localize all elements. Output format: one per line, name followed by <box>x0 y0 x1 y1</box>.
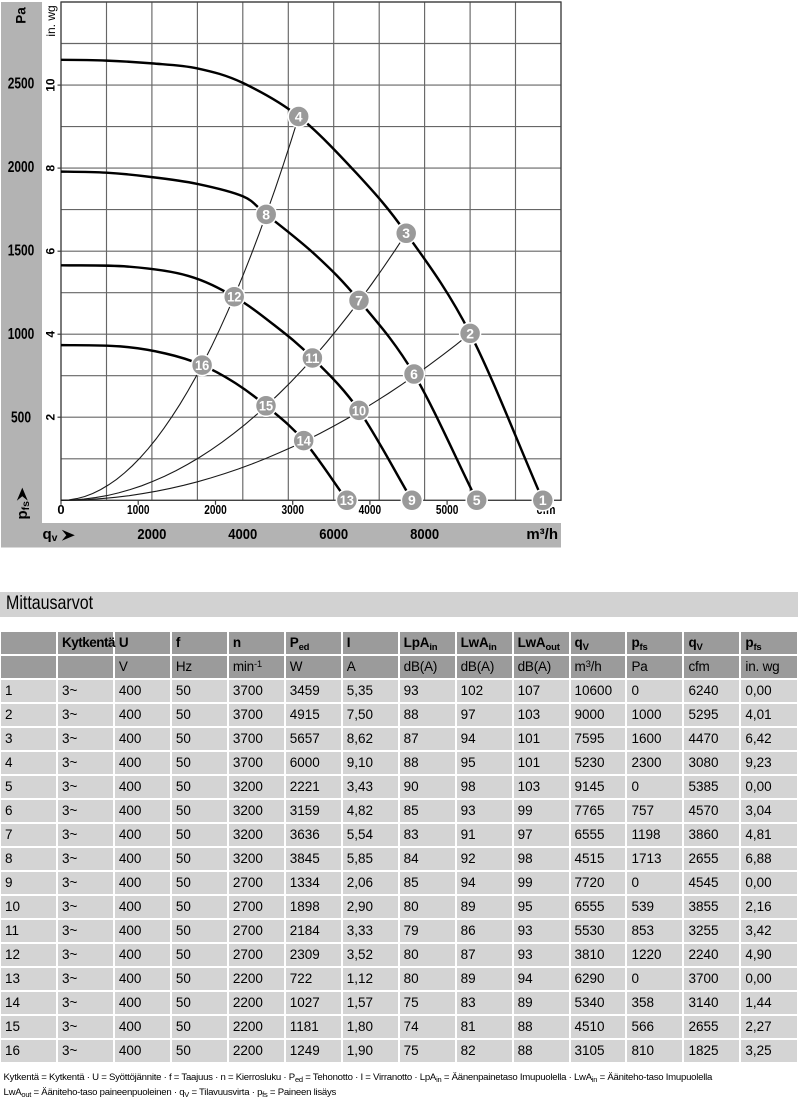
svg-text:3: 3 <box>402 225 410 241</box>
svg-text:12: 12 <box>227 289 241 305</box>
svg-text:2000: 2000 <box>8 159 35 176</box>
svg-text:14: 14 <box>297 433 311 449</box>
svg-text:in. wg: in. wg <box>44 5 58 36</box>
svg-text:6: 6 <box>44 248 58 255</box>
svg-text:8000: 8000 <box>410 526 439 543</box>
svg-text:4000: 4000 <box>359 502 382 517</box>
svg-text:m³/h: m³/h <box>526 526 558 543</box>
svg-text:1: 1 <box>539 492 547 508</box>
svg-text:11: 11 <box>305 350 319 366</box>
svg-text:2000: 2000 <box>137 526 166 543</box>
svg-text:1000: 1000 <box>8 326 35 343</box>
svg-text:1500: 1500 <box>8 243 35 260</box>
svg-text:8: 8 <box>262 206 270 222</box>
svg-text:2: 2 <box>44 414 58 421</box>
svg-text:10: 10 <box>44 78 58 92</box>
svg-text:0: 0 <box>57 502 64 517</box>
svg-text:10: 10 <box>352 402 366 418</box>
svg-text:5: 5 <box>473 492 481 508</box>
svg-text:4: 4 <box>295 108 303 124</box>
svg-text:2500: 2500 <box>8 76 35 93</box>
svg-text:16: 16 <box>195 357 209 373</box>
svg-text:2000: 2000 <box>204 502 227 517</box>
svg-text:13: 13 <box>340 492 354 508</box>
svg-text:5000: 5000 <box>436 502 459 517</box>
svg-text:7: 7 <box>355 292 363 308</box>
svg-text:4000: 4000 <box>228 526 257 543</box>
svg-text:8: 8 <box>44 164 58 171</box>
svg-text:9: 9 <box>408 492 416 508</box>
svg-text:2: 2 <box>466 325 474 341</box>
svg-text:4: 4 <box>44 331 58 338</box>
svg-text:15: 15 <box>259 398 273 414</box>
svg-text:6: 6 <box>410 366 418 382</box>
svg-text:3000: 3000 <box>281 502 304 517</box>
svg-text:6000: 6000 <box>319 526 348 543</box>
svg-text:1000: 1000 <box>127 502 150 517</box>
svg-text:500: 500 <box>11 409 31 426</box>
svg-text:Pa: Pa <box>14 7 29 24</box>
